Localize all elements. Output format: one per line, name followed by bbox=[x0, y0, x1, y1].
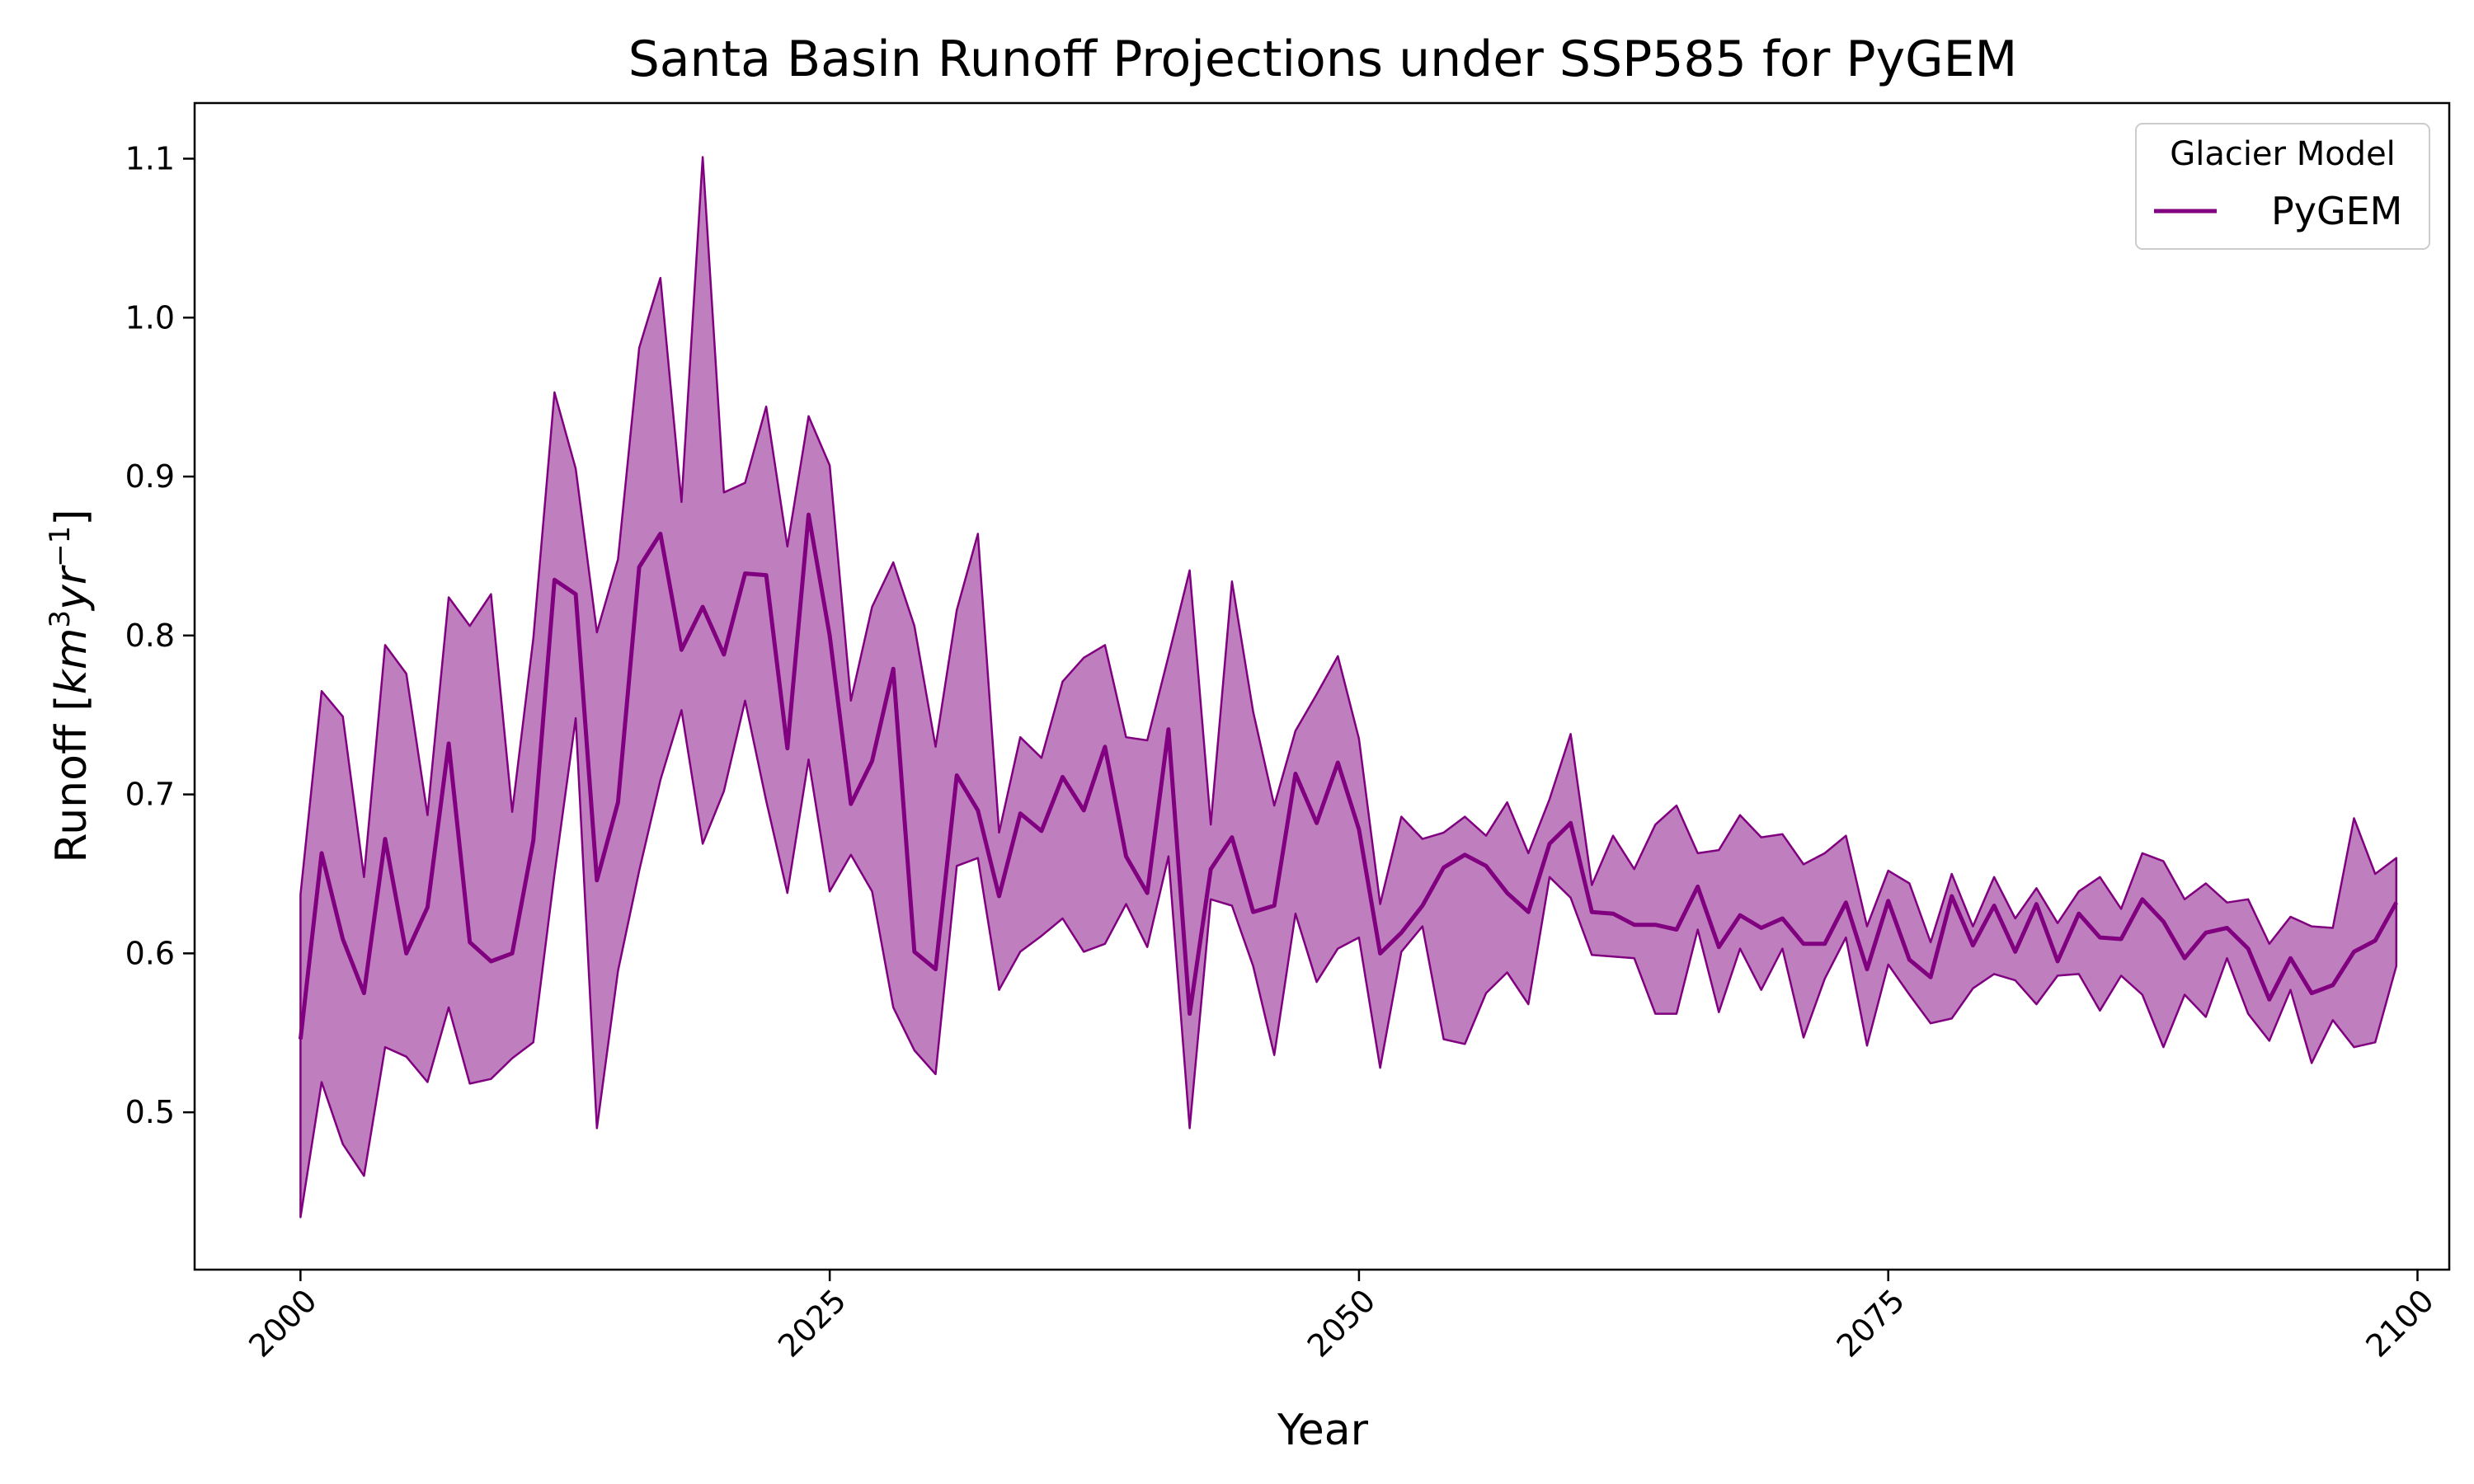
y-tick-label-0.8: 0.8 bbox=[125, 618, 175, 654]
x-tick-label-2000: 2000 bbox=[242, 1282, 324, 1364]
legend-box bbox=[2135, 123, 2430, 250]
x-tick-label-2075: 2075 bbox=[1830, 1282, 1912, 1364]
x-tick-label-2025: 2025 bbox=[771, 1282, 854, 1364]
y-tick-label-0.6: 0.6 bbox=[125, 935, 175, 971]
y-tick-label-1.0: 1.0 bbox=[125, 299, 175, 336]
y-axis-label-yr: yr bbox=[47, 564, 96, 612]
y-axis-label-suffix: ] bbox=[47, 509, 96, 525]
chart-title: Santa Basin Runoff Projections under SSP… bbox=[628, 31, 2018, 88]
y-axis-label-km: km bbox=[47, 628, 96, 695]
y-axis-label-exp1: 3 bbox=[44, 610, 77, 628]
x-tick-label-2100: 2100 bbox=[2359, 1282, 2441, 1364]
y-axis-label-prefix: Runoff [ bbox=[47, 694, 96, 862]
y-tick-label-0.9: 0.9 bbox=[125, 458, 175, 495]
x-axis-label: Year bbox=[1277, 1406, 1369, 1455]
x-axis: 2000 2025 2050 2075 2100 bbox=[242, 1270, 2441, 1364]
y-axis-label: Runoff [km3yr−1] bbox=[44, 509, 96, 862]
legend: Glacier Model PyGEM bbox=[2135, 123, 2430, 250]
y-tick-label-1.1: 1.1 bbox=[125, 140, 175, 176]
y-axis: 0.5 0.6 0.7 0.8 0.9 1.0 1.1 bbox=[125, 140, 195, 1130]
plot-area bbox=[193, 101, 2451, 1271]
series-band-pygem bbox=[299, 156, 2398, 1219]
legend-label-pygem: PyGEM bbox=[2271, 189, 2402, 233]
y-tick-label-0.5: 0.5 bbox=[125, 1094, 175, 1130]
y-axis-label-exp2: −1 bbox=[44, 526, 77, 567]
series-line-pygem bbox=[298, 512, 2398, 1040]
x-tick-label-2050: 2050 bbox=[1300, 1282, 1383, 1364]
plot-frame bbox=[193, 101, 2451, 1271]
legend-title: Glacier Model bbox=[2170, 135, 2396, 173]
y-tick-label-0.7: 0.7 bbox=[125, 777, 175, 813]
